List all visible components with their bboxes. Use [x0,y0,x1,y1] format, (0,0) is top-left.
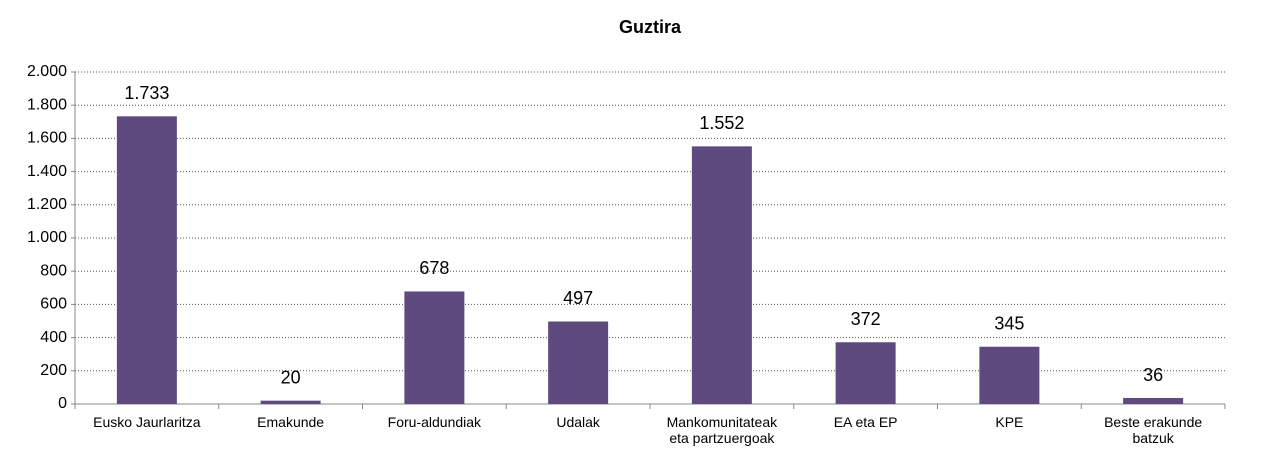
data-label: 36 [1143,365,1163,385]
bar [548,321,609,404]
data-label: 372 [851,309,881,329]
x-tick-label: Emakunde [257,414,325,430]
data-label: 1.552 [699,113,744,133]
y-tick-label: 200 [40,362,67,379]
y-tick-label: 0 [58,395,67,412]
y-tick-label: 2.000 [27,63,67,80]
x-tick-label: Udalak [556,414,600,430]
chart-title: Guztira [619,17,682,37]
y-tick-label: 1.800 [27,96,67,113]
bar [979,346,1040,404]
data-label: 20 [281,367,301,387]
bar [116,116,177,405]
data-label: 678 [419,258,449,278]
y-tick-label: 400 [40,329,67,346]
x-tick-label: EA eta EP [833,414,898,430]
bar [1123,398,1184,404]
bar [835,342,896,404]
y-tick-label: 1.200 [27,196,67,213]
data-label: 345 [994,313,1024,333]
y-tick-label: 1.600 [27,130,67,147]
bar [691,146,752,405]
x-tick-label: Beste erakunde batzuk [1104,414,1203,446]
x-tick-label: KPE [995,414,1024,430]
y-tick-label: 1.000 [27,229,67,246]
data-label: 497 [563,288,593,308]
bar [260,400,321,404]
y-tick-label: 1.400 [27,163,67,180]
y-tick-label: 600 [40,296,67,313]
x-tick-label: Eusko Jaurlaritza [93,414,201,430]
x-tick-label: Mankomunitateak eta partzuergoak [666,414,778,446]
y-tick-label: 800 [40,262,67,279]
x-tick-label: Foru-aldundiak [387,414,482,430]
bar [404,291,465,404]
data-label: 1.733 [124,83,169,103]
